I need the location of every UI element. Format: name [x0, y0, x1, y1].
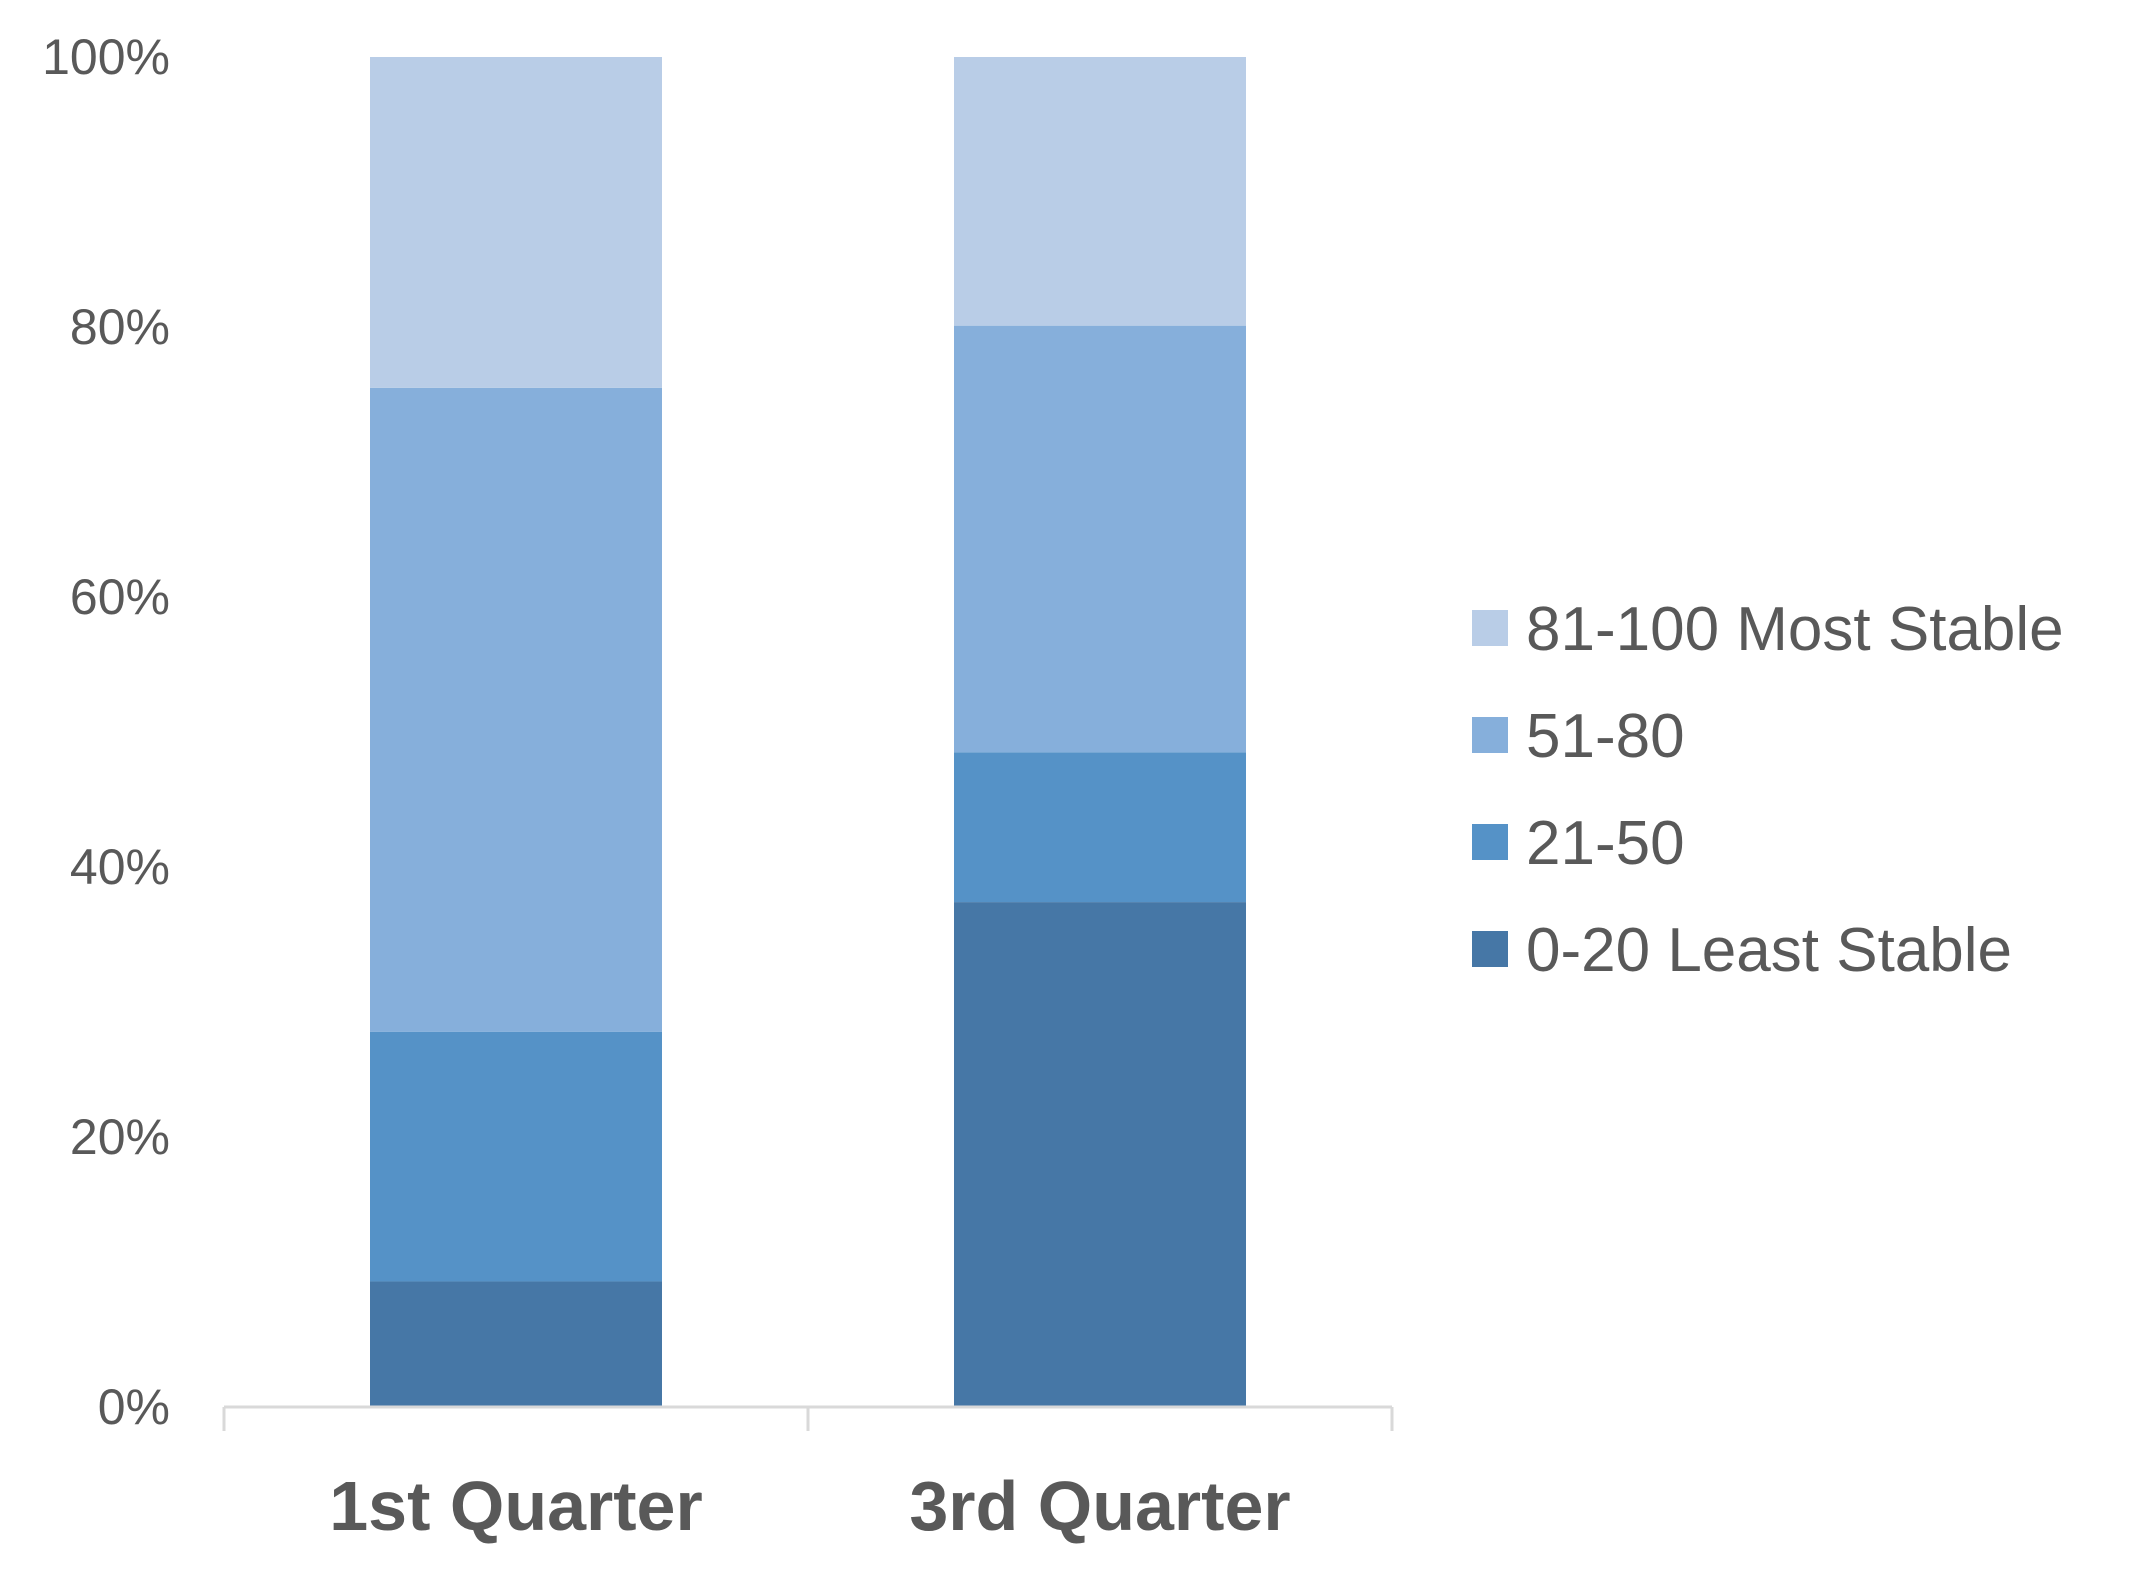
y-tick-label: 20% [70, 1109, 170, 1165]
y-axis-tick-labels: 0% 20% 40% 60% 80% 100% [42, 29, 170, 1435]
y-tick-label: 0% [98, 1379, 170, 1435]
bar-segment-1st-quarter-0-20-least-stable [370, 1281, 662, 1407]
bar-segment-3rd-quarter-81-100-most-stable [954, 57, 1246, 326]
legend-swatch [1472, 717, 1508, 753]
bar-segment-1st-quarter-51-80 [370, 387, 662, 1032]
x-category-label: 3rd Quarter [909, 1467, 1290, 1545]
bar-segment-1st-quarter-81-100-most-stable [370, 57, 662, 388]
x-axis-category-labels: 1st Quarter 3rd Quarter [329, 1467, 1290, 1545]
y-tick-label: 100% [42, 29, 170, 85]
bar-segment-3rd-quarter-21-50 [954, 752, 1246, 903]
y-tick-label: 60% [70, 569, 170, 625]
x-category-label: 1st Quarter [329, 1467, 702, 1545]
bar-segment-3rd-quarter-0-20-least-stable [954, 902, 1246, 1407]
legend-label: 0-20 Least Stable [1526, 916, 2012, 985]
legend-item-21-50: 21-50 [1472, 809, 1685, 878]
legend-item-0-20-least-stable: 0-20 Least Stable [1472, 916, 2012, 985]
legend-label: 81-100 Most Stable [1526, 595, 2064, 664]
legend-label: 21-50 [1526, 809, 1685, 878]
legend-swatch [1472, 931, 1508, 967]
legend-item-81-100-most-stable: 81-100 Most Stable [1472, 595, 2064, 664]
legend-label: 51-80 [1526, 702, 1685, 771]
legend: 81-100 Most Stable 51-80 21-50 0-20 Least S… [1472, 595, 2064, 985]
x-axis [222, 1405, 1394, 1431]
legend-swatch [1472, 824, 1508, 860]
legend-swatch [1472, 610, 1508, 646]
y-tick-label: 40% [70, 839, 170, 895]
bar-segment-1st-quarter-21-50 [370, 1031, 662, 1282]
bars-layer [370, 57, 1246, 1407]
bar-segment-3rd-quarter-51-80 [954, 325, 1246, 753]
y-tick-label: 80% [70, 299, 170, 355]
legend-item-51-80: 51-80 [1472, 702, 1685, 771]
